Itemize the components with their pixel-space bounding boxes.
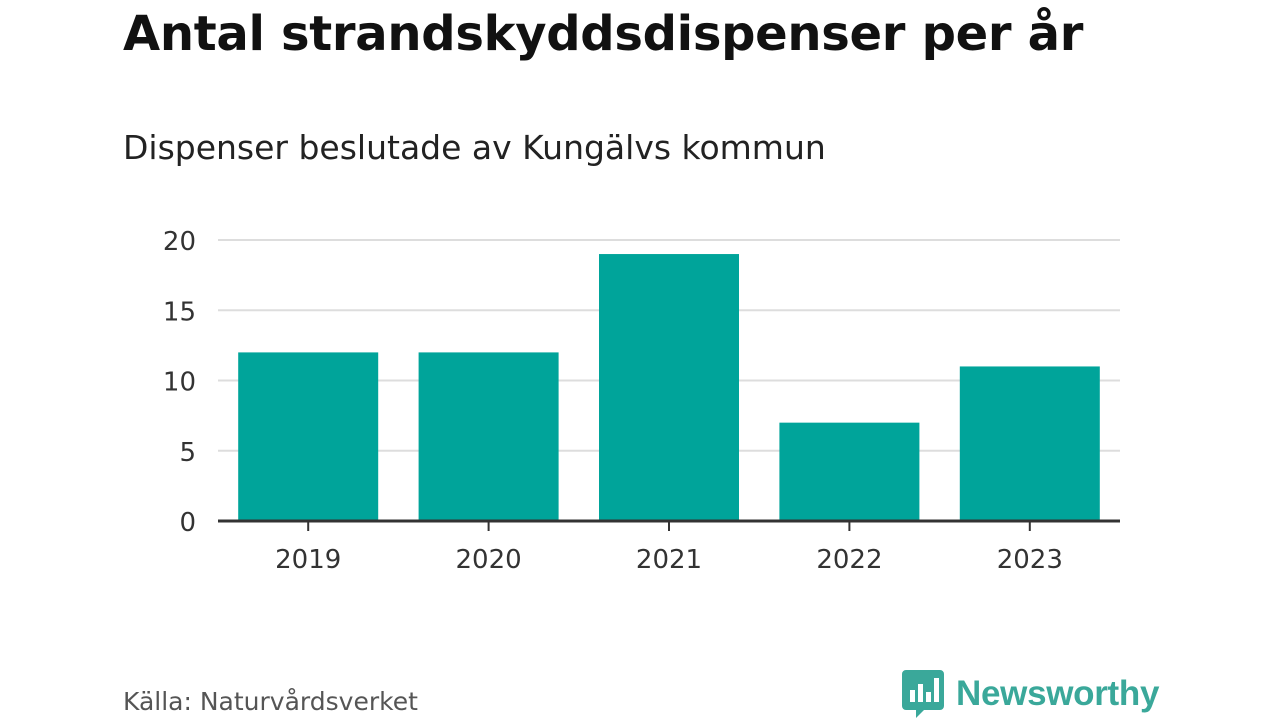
y-tick-label: 5 [179,438,196,468]
bar-2020 [418,352,559,521]
chart-title: Antal strandskyddsdispenser per år [123,6,1084,62]
x-tick-label: 2022 [816,545,882,575]
x-tick-label: 2019 [275,545,341,575]
y-tick-label: 20 [163,227,196,257]
source-note: Källa: Naturvårdsverket [123,687,418,716]
newsworthy-logo: Newsworthy [902,670,1159,718]
bar-2021 [599,254,739,522]
y-tick-label: 0 [179,508,196,538]
brand-name: Newsworthy [956,674,1160,713]
bar-2023 [959,366,1100,521]
chart-subtitle: Dispenser beslutade av Kungälvs kommun [123,128,826,167]
bars [238,254,1100,522]
x-tick-label: 2023 [997,545,1063,575]
y-tick-label: 10 [163,368,196,398]
x-tick-label: 2020 [456,545,522,575]
bar-2019 [238,352,379,521]
y-tick-label: 15 [163,297,196,327]
bar-2022 [779,422,920,521]
x-tick-label: 2021 [636,545,702,575]
axes: 0 5 10 15 20 2019 2020 2021 2022 2023 [163,227,1120,575]
bar-chart-speech-bubble-icon [902,670,944,718]
